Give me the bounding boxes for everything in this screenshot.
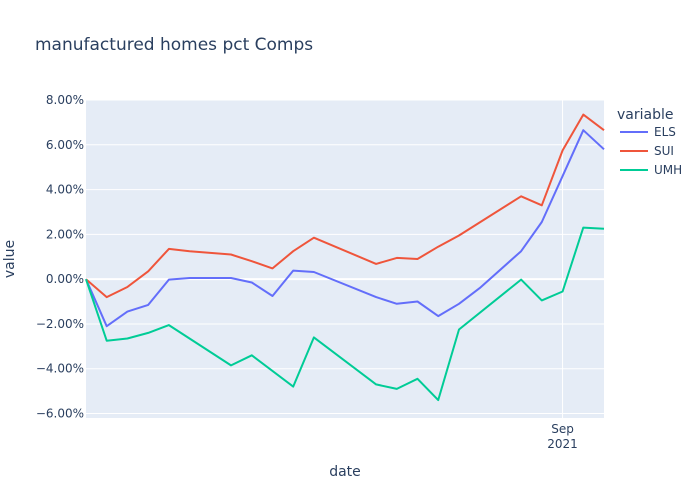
series-line-umh xyxy=(85,226,605,402)
plot-background xyxy=(86,100,604,418)
legend-item-sui[interactable]: SUI xyxy=(654,144,674,158)
series-line-els xyxy=(85,129,605,328)
y-axis-title: value xyxy=(2,240,18,278)
y-tick-label: −6.00% xyxy=(36,407,84,421)
y-tick-label: −2.00% xyxy=(36,317,84,331)
x-axis-title: date xyxy=(329,464,361,480)
legend-item-els[interactable]: ELS xyxy=(654,125,676,139)
x-tick-label-year: 2021 xyxy=(547,437,578,451)
y-tick-label: −4.00% xyxy=(36,362,84,376)
legend-item-umh[interactable]: UMH xyxy=(654,163,682,177)
y-tick-label: 6.00% xyxy=(46,138,84,152)
chart-title: manufactured homes pct Comps xyxy=(35,35,313,55)
y-tick-label: 2.00% xyxy=(46,227,84,241)
y-tick-label: 8.00% xyxy=(46,93,84,107)
y-tick-label: 0.00% xyxy=(46,272,84,286)
y-tick-label: 4.00% xyxy=(46,183,84,197)
legend-title: variable xyxy=(617,107,673,123)
series-line-sui xyxy=(85,113,605,299)
legend: variable ELS SUI UMH xyxy=(617,107,682,177)
x-tick-label-month: Sep xyxy=(551,422,574,436)
